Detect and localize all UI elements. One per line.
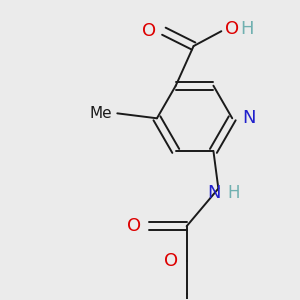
- Text: O: O: [142, 22, 156, 40]
- Text: O: O: [225, 20, 239, 38]
- Text: N: N: [242, 109, 256, 127]
- Text: N: N: [208, 184, 221, 202]
- Text: O: O: [127, 217, 141, 235]
- Text: H: H: [240, 20, 254, 38]
- Text: Me: Me: [90, 106, 112, 121]
- Text: H: H: [227, 184, 240, 202]
- Text: O: O: [164, 252, 178, 270]
